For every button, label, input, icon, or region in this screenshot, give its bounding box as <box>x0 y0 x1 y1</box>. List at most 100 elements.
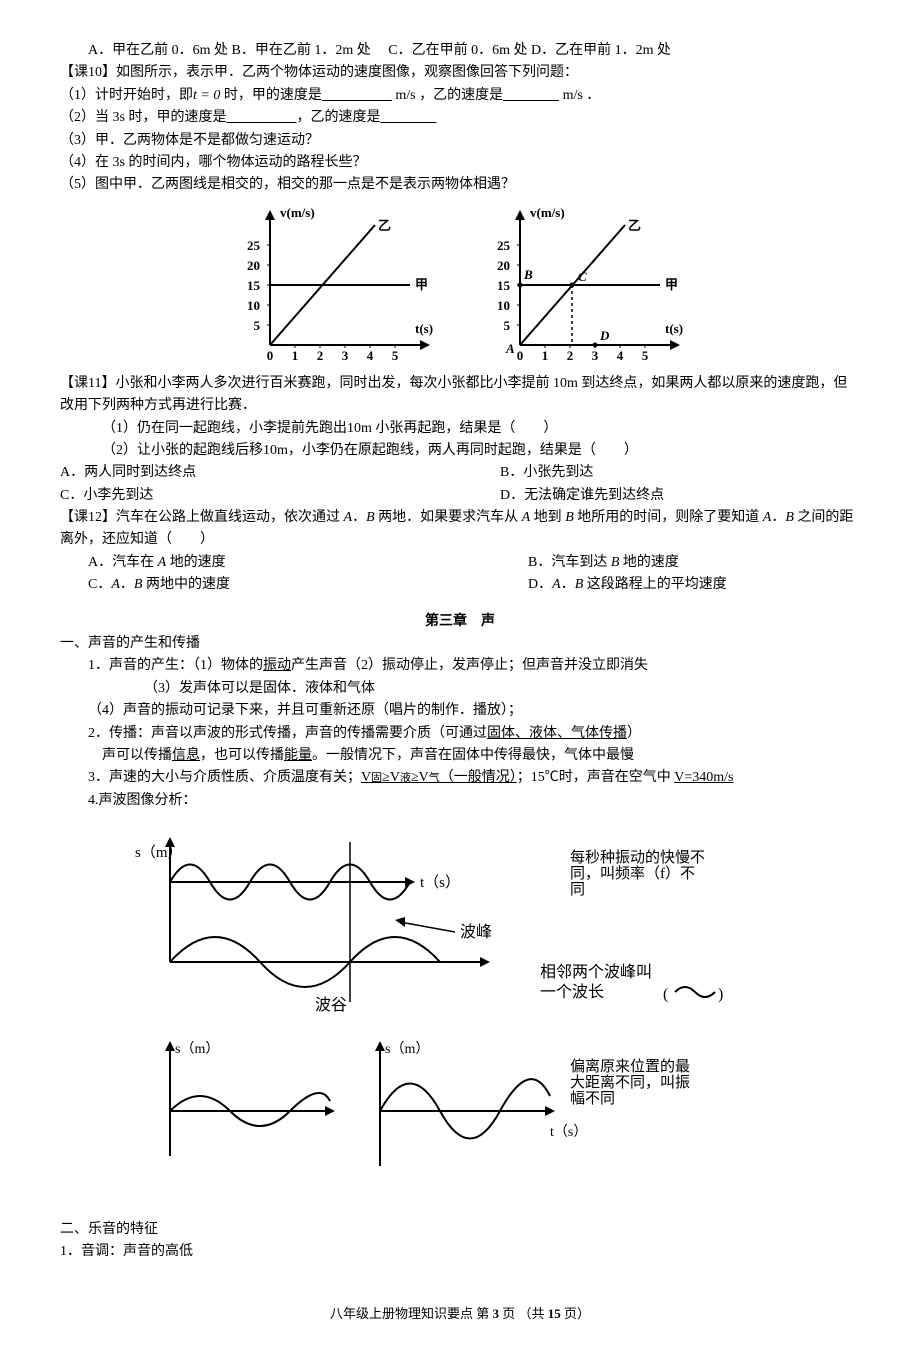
q12DA: A <box>552 577 561 592</box>
blank4 <box>380 110 436 125</box>
q12td: 地到 <box>530 510 565 525</box>
jia-label: 甲 <box>415 277 428 292</box>
p3fs: 气 <box>429 772 440 784</box>
velocity-chart-2: 5 10 15 20 25 0 1 2 3 4 5 v(m/s) t(s) 甲 … <box>480 205 690 365</box>
q11-D: D．无法确定谁先到达终点 <box>500 488 664 503</box>
xt1b: 1 <box>542 348 549 363</box>
page-footer: 八年级上册物理知识要点 第 3 页 （共 15 页） <box>60 1304 860 1325</box>
q11-s1: （1）仍在同一起跑线，小李提前先跑出10m 小张再起跑，结果是（ ） <box>60 418 860 440</box>
q10-l4: （4）在 3s 的时间内，哪个物体运动的路程长些？ <box>60 152 860 174</box>
q12ta: 【课12】汽车在公路上做直线运动，依次通过 <box>60 510 344 525</box>
p2f: ，也可以传播 <box>200 748 284 763</box>
xt4b: 4 <box>617 348 624 363</box>
q12Dc: 这段路程上的平均速度 <box>583 577 727 592</box>
q12AA: A <box>158 555 167 570</box>
sm-label: s（m） <box>135 844 183 861</box>
xt2: 2 <box>317 348 324 363</box>
tzero: t = 0 <box>193 88 220 103</box>
q10-l1c: m/s ，乙的速度是 <box>392 88 503 103</box>
trough-label: 波谷 <box>315 996 347 1012</box>
pt-B: B <box>523 267 533 282</box>
q12Ab: 地的速度 <box>166 555 226 570</box>
q12Cc: 两地中的速度 <box>142 577 230 592</box>
yt4b: 25 <box>497 238 511 253</box>
q12CA: A <box>111 577 120 592</box>
q10-l1: （1）计时开始时，即t = 0 时，甲的速度是 m/s ，乙的速度是 m/s ． <box>60 85 860 107</box>
q12Ca: C． <box>88 577 111 592</box>
q12B2: B <box>565 510 574 525</box>
xt2b: 2 <box>567 348 574 363</box>
q10-l1d: m/s ． <box>559 88 600 103</box>
ts-label: t（s） <box>420 874 460 891</box>
opt-b: B．甲在乙前 1．2m 处 <box>232 43 371 58</box>
p3c: ≥ <box>382 770 390 785</box>
q12Aa: A．汽车在 <box>88 555 158 570</box>
yt4: 25 <box>247 238 261 253</box>
p3i: V=340m/s <box>674 770 733 785</box>
opt-c: C．乙在甲前 0．6m 处 <box>388 43 527 58</box>
q12Cb: ． <box>120 577 134 592</box>
bracket-r: ) <box>718 986 723 1003</box>
xt0: 0 <box>267 348 274 363</box>
ch3-p1d: （3）发声体可以是固体．液体和气体 <box>60 678 860 700</box>
q10-l2a: （2）当 3s 时，甲的速度是 <box>60 110 226 125</box>
ch3-p2: 2．传播：声音以声波的形式传播，声音的传播需要介质（可通过固体、液体、气体传播） <box>60 723 860 745</box>
q12Db: ． <box>561 577 575 592</box>
yaxis-label-2: v(m/s) <box>530 205 565 220</box>
q9-options: A．甲在乙前 0．6m 处 B．甲在乙前 1．2m 处 C．乙在甲前 0．6m … <box>60 40 860 62</box>
wave-diagram-1: s（m） t（s） 每秒种振动的快慢不同，叫频率（f）不同 波峰 波谷 相邻两个… <box>120 832 860 1020</box>
ch3-p1: 1．声音的产生：（1）物体的振动产生声音（2）振动停止，发声停止；但声音并没立即… <box>60 655 860 677</box>
q11-title: 【课11】小张和小李两人多次进行百米赛跑，同时出发，每次小张都比小李提前 10m… <box>60 373 860 418</box>
p2h: 。一般情况下，声音在固体中传得最快，气体中最慢 <box>312 748 634 763</box>
blank1 <box>322 88 392 103</box>
q12Ba: B．汽车到达 <box>528 555 611 570</box>
p3h: ；15℃时，声音在空气中 <box>517 770 675 785</box>
p3b: V <box>361 770 371 785</box>
peak-label: 波峰 <box>460 923 492 941</box>
xt4: 4 <box>367 348 374 363</box>
fb: 页 （共 <box>499 1306 548 1321</box>
wave-diagram-2: s（m） s（m） t（s） 偏离原来位置的最大距离不同，叫振幅不同 <box>120 1041 860 1189</box>
pt-C: C <box>578 269 587 284</box>
fa: 八年级上册物理知识要点 第 <box>330 1306 493 1321</box>
yt3b: 20 <box>497 258 510 273</box>
q10-l2b: ，乙的速度是 <box>296 110 380 125</box>
xt1: 1 <box>292 348 299 363</box>
q12tf: ． <box>771 510 785 525</box>
q12Bb: 地的速度 <box>619 555 679 570</box>
p1a: 1．声音的产生：（1）物体的 <box>88 658 263 673</box>
freq-anno: 每秒种振动的快慢不同，叫频率（f）不同 <box>570 849 705 898</box>
yi-label: 乙 <box>378 218 391 233</box>
p3ds: 液 <box>400 772 411 784</box>
ch3-p1e: （4）声音的振动可记录下来，并且可重新还原（唱片的制作．播放）； <box>60 700 860 722</box>
xt5: 5 <box>392 348 399 363</box>
q12Da: D． <box>528 577 552 592</box>
yt0b: 5 <box>504 318 511 333</box>
q10-l2: （2）当 3s 时，甲的速度是 ，乙的速度是 <box>60 107 860 129</box>
yt2b: 15 <box>497 278 511 293</box>
xt5b: 5 <box>642 348 649 363</box>
q12-title: 【课12】汽车在公路上做直线运动，依次通过 A．B 两地．如果要求汽车从 A 地… <box>60 507 860 552</box>
q10-l1a: （1）计时开始时，即 <box>60 88 193 103</box>
blank3 <box>226 110 296 125</box>
wavelen-anno: 相邻两个波峰叫一个波长 <box>540 963 652 1001</box>
p2d: 声可以传播 <box>102 748 172 763</box>
p2a: 2．传播：声音以声波的形式传播，声音的传播需要介质（可通过 <box>88 726 487 741</box>
q12tc: 两地．如果要求汽车从 <box>375 510 522 525</box>
yaxis-label: v(m/s) <box>280 205 315 220</box>
ch3-title: 第三章 声 <box>60 611 860 633</box>
ftot: 15 <box>548 1306 561 1321</box>
yi-label-2: 乙 <box>628 218 641 233</box>
q10-l1b: 时，甲的速度是 <box>220 88 322 103</box>
chart-row: 5 10 15 20 25 0 1 2 3 4 5 v(m/s) t(s) 甲 <box>60 205 860 365</box>
q11-s2: （2）让小张的起跑线后移10m，小李仍在原起跑线，两人再同时起跑，结果是（ ） <box>60 440 860 462</box>
p2c: ） <box>627 726 641 741</box>
p3d: V <box>390 770 400 785</box>
opt-a: A．甲在乙前 0．6m 处 <box>88 43 228 58</box>
q10-title: 【课10】如图所示，表示甲．乙两个物体运动的速度图像，观察图像回答下列问题： <box>60 62 860 84</box>
sm2b: s（m） <box>385 1041 429 1057</box>
xt3b: 3 <box>592 348 599 363</box>
ch3-s2: 二、乐音的特征 <box>60 1219 860 1241</box>
q10-l5: （5）图中甲．乙两图线是相交的，相交的那一点是不是表示两物体相遇？ <box>60 174 860 196</box>
p3f: V <box>419 770 429 785</box>
